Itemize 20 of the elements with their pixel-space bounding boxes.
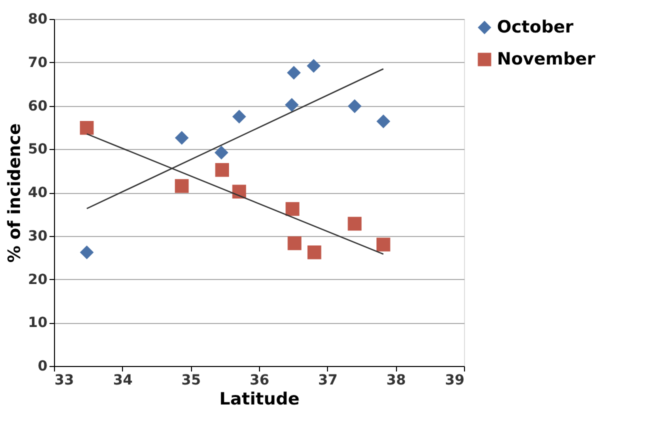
y-tick-label: 20 bbox=[28, 272, 48, 288]
y-tick-label: 30 bbox=[28, 228, 48, 244]
y-tick-label: 70 bbox=[28, 54, 48, 71]
y-tick-label: 60 bbox=[28, 98, 48, 114]
x-tick-label: 33 bbox=[54, 372, 74, 388]
x-tick-label: 38 bbox=[386, 372, 406, 388]
x-tick-label: 39 bbox=[445, 372, 464, 388]
y-tick-label: 0 bbox=[38, 358, 48, 374]
y-tick-label: 50 bbox=[28, 142, 48, 158]
x-tick-label: 34 bbox=[113, 372, 133, 388]
x-tick-label: 35 bbox=[181, 372, 201, 388]
x-axis-title: Latitude bbox=[219, 390, 300, 410]
x-tick-label: 36 bbox=[250, 372, 270, 388]
y-tick-label: 40 bbox=[28, 185, 48, 201]
x-tick-label: 37 bbox=[318, 372, 338, 388]
y-tick-label: 10 bbox=[28, 315, 48, 332]
y-tick-label: 80 bbox=[28, 12, 48, 28]
legend-label: November bbox=[497, 50, 596, 70]
legend-label: October bbox=[497, 18, 574, 38]
y-axis-title: % of incidence bbox=[5, 123, 26, 263]
